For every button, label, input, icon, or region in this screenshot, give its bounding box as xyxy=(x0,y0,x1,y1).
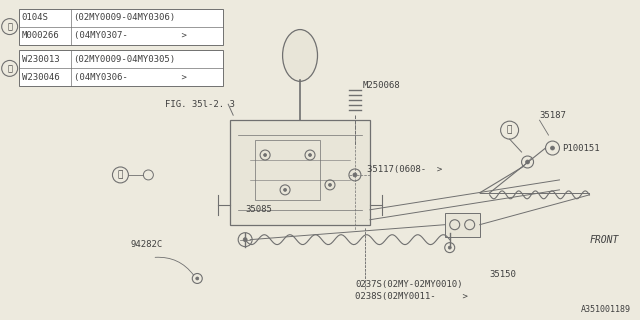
Text: P100151: P100151 xyxy=(563,144,600,153)
Text: W230046: W230046 xyxy=(22,73,60,82)
FancyBboxPatch shape xyxy=(230,120,370,225)
FancyBboxPatch shape xyxy=(19,51,223,86)
Text: FIG. 35l-2. 3: FIG. 35l-2. 3 xyxy=(165,100,236,109)
Text: ①: ① xyxy=(7,22,12,31)
Text: (02MY0009-04MY0305): (02MY0009-04MY0305) xyxy=(74,55,175,64)
Text: 0104S: 0104S xyxy=(22,13,49,22)
Text: 35085: 35085 xyxy=(245,205,272,214)
Text: W230013: W230013 xyxy=(22,55,60,64)
Text: 35117(0608-  >: 35117(0608- > xyxy=(367,165,442,174)
Circle shape xyxy=(243,238,247,242)
Text: FRONT: FRONT xyxy=(589,235,619,245)
Text: M250068: M250068 xyxy=(363,81,401,90)
Text: (04MY0306-          >: (04MY0306- > xyxy=(74,73,186,82)
Text: (02MY0009-04MY0306): (02MY0009-04MY0306) xyxy=(74,13,175,22)
Text: ②: ② xyxy=(7,64,12,73)
Circle shape xyxy=(448,246,451,249)
Ellipse shape xyxy=(283,29,317,81)
Circle shape xyxy=(525,160,529,164)
Text: 35187: 35187 xyxy=(540,111,566,120)
Circle shape xyxy=(264,154,267,156)
Circle shape xyxy=(550,146,554,150)
Text: 35150: 35150 xyxy=(490,270,516,279)
Text: A351001189: A351001189 xyxy=(581,305,631,314)
Text: ①: ① xyxy=(507,126,512,135)
Text: 94282C: 94282C xyxy=(131,240,163,249)
Text: (04MY0307-          >: (04MY0307- > xyxy=(74,31,186,40)
Circle shape xyxy=(353,173,357,177)
FancyBboxPatch shape xyxy=(19,9,223,44)
Circle shape xyxy=(284,188,287,191)
Text: M000266: M000266 xyxy=(22,31,60,40)
Circle shape xyxy=(328,183,332,186)
Text: 0238S(02MY0011-     >: 0238S(02MY0011- > xyxy=(355,292,468,301)
Text: 0237S(02MY-02MY0010): 0237S(02MY-02MY0010) xyxy=(355,280,463,289)
Text: ②: ② xyxy=(118,171,123,180)
FancyBboxPatch shape xyxy=(445,213,479,237)
Circle shape xyxy=(308,154,312,156)
Circle shape xyxy=(196,277,199,280)
